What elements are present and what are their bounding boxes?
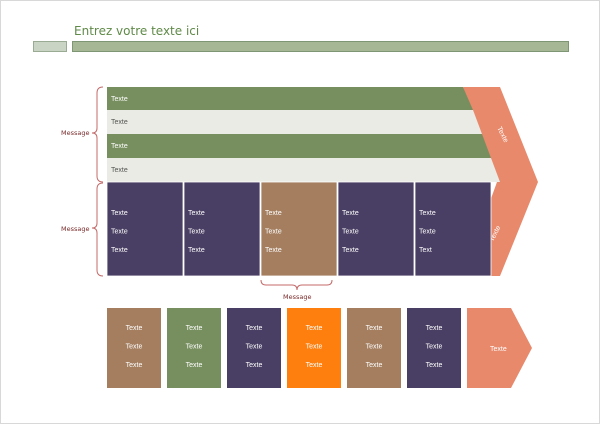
bottom-box-text: Texte [126,325,143,332]
bottom-box-text: Texte [186,344,203,351]
grid-cell-text: Texte [188,229,205,236]
column-grid: Texte Texte Texte Texte Texte Texte Texte Texte… [106,181,492,277]
row-band-1[interactable] [107,87,473,110]
grid-cell-text: Texte [342,229,359,236]
row-label-3: Texte [111,143,128,150]
message-label-top[interactable]: Message [61,129,90,137]
bottom-box-text: Texte [246,362,263,369]
grid-cell-text: Text [419,247,432,254]
grid-column-2[interactable] [183,181,261,277]
grid-column-3[interactable] [260,181,338,277]
message-label-under[interactable]: Message [283,293,312,301]
rows-group: Texte Texte Texte Texte [107,87,500,182]
bottom-box-text: Texte [366,325,383,332]
bottom-box-3[interactable] [227,308,281,388]
brace-bottom [91,182,104,277]
grid-cell-text: Texte [111,210,128,217]
bottom-box-4[interactable] [287,308,341,388]
bottom-box-text: Texte [426,362,443,369]
bottom-box-text: Texte [366,344,383,351]
brace-top [91,86,104,183]
grid-cell-text: Texte [342,247,359,254]
bottom-box-text: Texte [186,362,203,369]
bottom-chevron-arrow[interactable] [467,308,532,388]
grid-cell-text: Texte [342,210,359,217]
bottom-box-text: Texte [306,362,323,369]
grid-cell-text: Texte [419,210,436,217]
bottom-box-text: Texte [366,362,383,369]
title-accent-small [33,41,67,52]
bottom-box-text: Texte [126,344,143,351]
grid-cell-text: Texte [111,229,128,236]
bottom-box-text: Texte [426,325,443,332]
bottom-arrow-label: Texte [490,346,507,353]
grid-cell-text: Texte [265,229,282,236]
bottom-box-text: Texte [426,344,443,351]
page-title[interactable]: Entrez votre texte ici [74,24,200,38]
row-band-2[interactable] [107,110,482,134]
grid-column-1[interactable] [106,181,184,277]
message-label-bottom[interactable]: Message [61,225,90,233]
grid-cell-text: Texte [265,210,282,217]
grid-cell-text: Texte [419,229,436,236]
row-label-2: Texte [111,119,128,126]
bottom-box-2[interactable] [167,308,221,388]
grid-cell-text: Texte [265,247,282,254]
bottom-box-text: Texte [186,325,203,332]
brace-under-column [260,279,333,291]
bottom-box-text: Texte [246,344,263,351]
bottom-box-1[interactable] [107,308,161,388]
grid-cell-text: Texte [188,210,205,217]
bottom-box-text: Texte [126,362,143,369]
bottom-box-6[interactable] [407,308,461,388]
bottom-box-text: Texte [306,344,323,351]
bottom-box-5[interactable] [347,308,401,388]
grid-cell-text: Texte [188,247,205,254]
bottom-box-row: Texte Texte Texte Texte Texte Texte Texte Texte… [107,308,461,388]
grid-cell-text: Texte [111,247,128,254]
title-accent-bar [72,41,569,52]
row-label-4: Texte [111,167,128,174]
bottom-box-text: Texte [246,325,263,332]
row-band-3[interactable] [107,134,491,158]
grid-column-4[interactable] [337,181,415,277]
row-band-4[interactable] [107,158,500,182]
bottom-box-text: Texte [306,325,323,332]
grid-column-5[interactable] [414,181,492,277]
row-label-1: Texte [111,96,128,103]
